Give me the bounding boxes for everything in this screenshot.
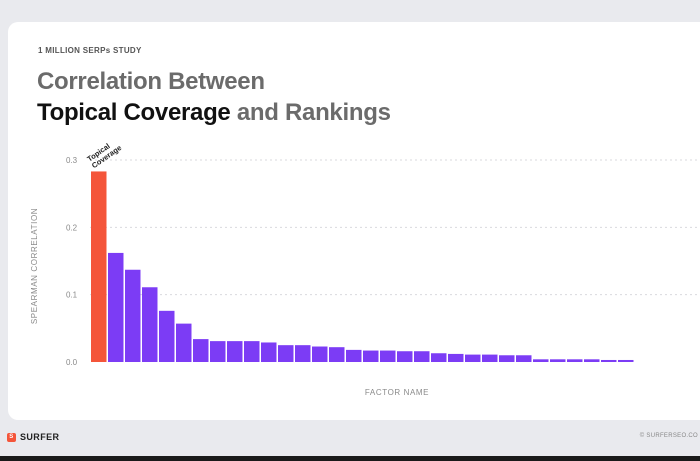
bar [533, 359, 549, 362]
brand-name: SURFER [20, 432, 60, 442]
bar [244, 341, 260, 362]
highlight-bar [91, 171, 107, 362]
y-tick-label: 0.3 [66, 156, 78, 165]
bar [516, 355, 532, 362]
bar [499, 355, 515, 362]
bar [312, 346, 328, 362]
bar [227, 341, 243, 362]
bar [482, 354, 498, 362]
bar [329, 347, 345, 362]
bar [159, 310, 175, 362]
bar [261, 342, 277, 362]
bar-chart: 0.0 0.1 0.2 0.3 SPEARMAN CORRELATION FACTOR N… [30, 141, 700, 397]
bar [618, 359, 634, 362]
bar [346, 349, 362, 362]
bar [295, 345, 311, 362]
title-rest: and Rankings [230, 99, 391, 126]
bar [363, 350, 379, 362]
y-tick-label: 0.0 [66, 358, 78, 367]
bar [465, 354, 481, 362]
bar [125, 269, 141, 362]
surfer-logo: S SURFER [7, 432, 59, 442]
title-line-1: Correlation Between [37, 68, 265, 95]
bar [210, 341, 226, 362]
bar [414, 351, 430, 362]
bar [584, 359, 600, 362]
surfer-logo-icon: S [7, 432, 16, 442]
chart-title: Correlation Between Topical Coverage and… [37, 66, 391, 128]
title-emphasis: Topical Coverage [37, 99, 231, 126]
bar [397, 351, 413, 362]
x-axis-label: FACTOR NAME [365, 388, 429, 397]
y-tick-label: 0.1 [66, 291, 78, 300]
bar [380, 350, 396, 362]
bar [431, 353, 447, 362]
bar [176, 323, 192, 362]
title-line-2: Topical Coverage and Rankings [37, 97, 391, 128]
bar [193, 339, 209, 362]
bar [108, 252, 124, 362]
y-tick-label: 0.2 [66, 223, 78, 232]
bar [278, 345, 294, 362]
footer-url: © SURFERSEO.CO [639, 433, 698, 439]
y-axis-label: SPEARMAN CORRELATION [30, 208, 39, 324]
bar [567, 359, 583, 362]
bar [550, 359, 566, 362]
study-eyebrow: 1 MILLION SERPs STUDY [38, 46, 142, 55]
bar [601, 359, 617, 362]
bar [142, 287, 158, 362]
bar [448, 353, 464, 362]
